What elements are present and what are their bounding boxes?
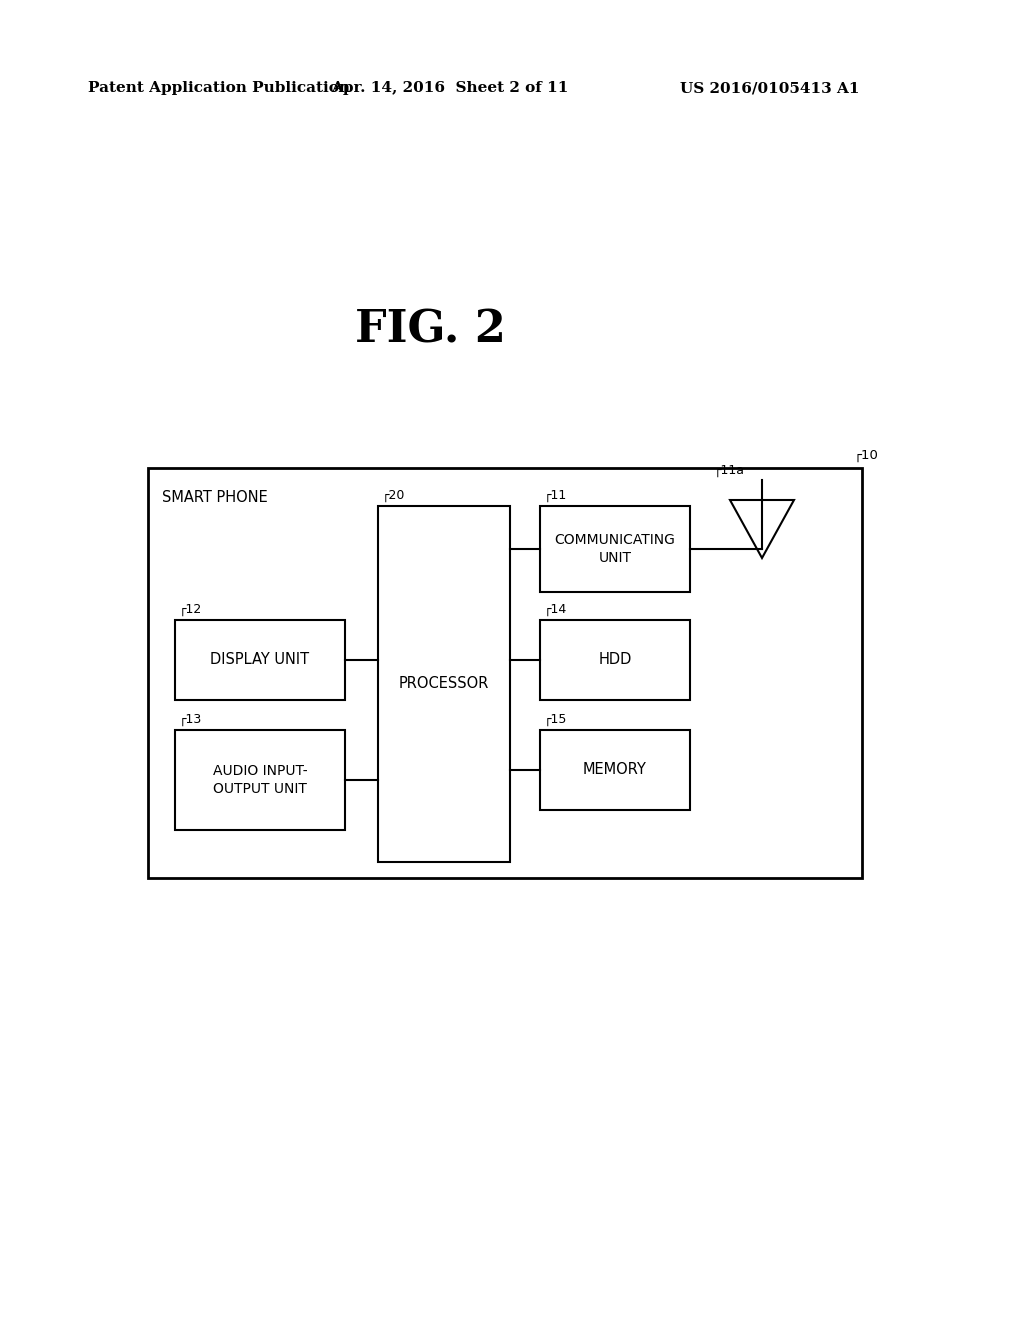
Text: MEMORY: MEMORY: [583, 763, 647, 777]
Text: ┌10: ┌10: [854, 449, 879, 462]
Text: ┌11a: ┌11a: [714, 465, 745, 477]
Text: ┌15: ┌15: [544, 713, 567, 726]
Text: HDD: HDD: [598, 652, 632, 668]
Text: ┌11: ┌11: [544, 488, 567, 502]
Bar: [148, 469, 862, 878]
Text: AUDIO INPUT-
OUTPUT UNIT: AUDIO INPUT- OUTPUT UNIT: [213, 764, 307, 796]
Text: ┌20: ┌20: [382, 488, 406, 502]
Text: FIG. 2: FIG. 2: [354, 309, 506, 351]
Text: ┌14: ┌14: [544, 603, 567, 616]
Bar: [175, 730, 345, 830]
Text: DISPLAY UNIT: DISPLAY UNIT: [211, 652, 309, 668]
Bar: [540, 506, 690, 591]
Bar: [540, 620, 690, 700]
Text: ┌12: ┌12: [179, 603, 203, 616]
Text: ┌13: ┌13: [179, 713, 203, 726]
Bar: [378, 506, 510, 862]
Text: COMMUNICATING
UNIT: COMMUNICATING UNIT: [555, 533, 676, 565]
Text: SMART PHONE: SMART PHONE: [162, 490, 267, 506]
Bar: [540, 730, 690, 810]
Text: US 2016/0105413 A1: US 2016/0105413 A1: [680, 81, 859, 95]
Text: Patent Application Publication: Patent Application Publication: [88, 81, 350, 95]
Text: PROCESSOR: PROCESSOR: [398, 676, 489, 692]
Bar: [175, 620, 345, 700]
Text: Apr. 14, 2016  Sheet 2 of 11: Apr. 14, 2016 Sheet 2 of 11: [332, 81, 568, 95]
